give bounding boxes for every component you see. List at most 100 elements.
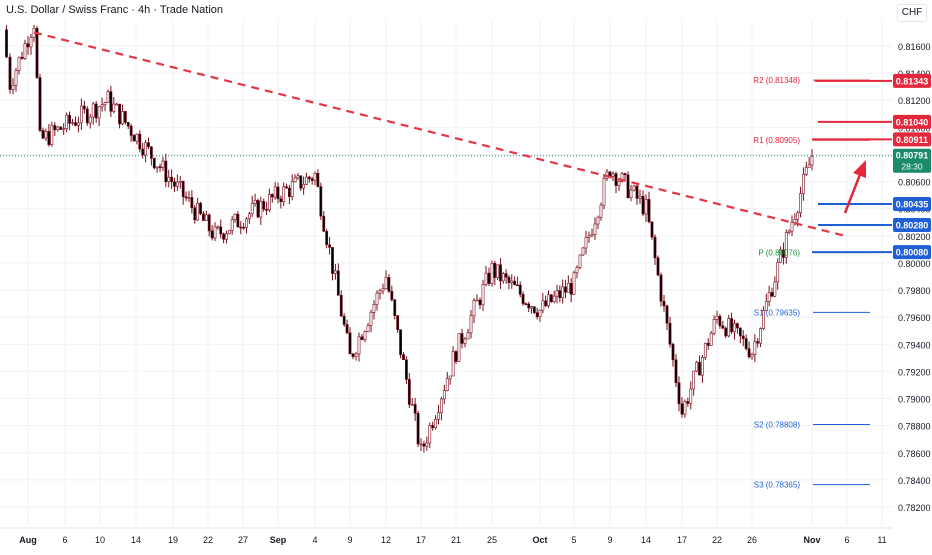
candle [484, 265, 488, 287]
candle [176, 174, 179, 191]
candle [17, 56, 21, 75]
candle [310, 176, 314, 185]
candle [342, 313, 346, 327]
level-tag [893, 114, 931, 129]
candle [549, 294, 553, 303]
candle [782, 242, 785, 265]
candle [366, 322, 370, 333]
x-tick-label: 21 [451, 535, 461, 545]
x-tick-label: 9 [347, 535, 352, 545]
candle [807, 156, 811, 169]
candle [331, 247, 334, 281]
candle [686, 397, 690, 407]
pivot-label: S1 (0.79635) [754, 308, 801, 317]
candle [227, 229, 231, 235]
candle [11, 78, 15, 95]
candle [635, 182, 639, 205]
candle [322, 211, 326, 233]
pivot-label: R2 (0.81348) [753, 76, 800, 85]
candle [216, 225, 220, 230]
candle [561, 279, 565, 304]
candle [599, 202, 603, 221]
candle [674, 354, 678, 388]
candle [213, 222, 217, 242]
candle [564, 279, 567, 299]
x-tick-label: 22 [712, 535, 722, 545]
candle [245, 216, 248, 234]
candle [653, 234, 657, 265]
x-tick-label: Sep [270, 535, 287, 545]
level-tag-label: 0.80080 [896, 248, 929, 258]
candle [210, 224, 214, 241]
candle [683, 399, 687, 418]
candle [287, 184, 291, 205]
candle [656, 255, 660, 277]
x-tick-label: 17 [416, 535, 426, 545]
trendline[interactable] [33, 31, 846, 237]
candle [91, 101, 95, 125]
candle [299, 175, 303, 192]
candle [351, 352, 355, 360]
candle [265, 201, 268, 215]
y-tick-label: 0.80000 [898, 259, 931, 269]
candle [466, 328, 470, 340]
candle [384, 270, 388, 290]
candle [276, 182, 280, 204]
candle [507, 274, 511, 290]
candle [405, 356, 408, 384]
y-tick-label: 0.78800 [898, 422, 931, 432]
candle [472, 298, 476, 323]
candle [629, 184, 633, 202]
candle [804, 161, 808, 177]
x-tick-label: 22 [203, 535, 213, 545]
candle [35, 26, 39, 79]
candle [112, 97, 116, 114]
candle [431, 421, 435, 431]
candle [584, 230, 588, 255]
x-tick-label: 9 [607, 535, 612, 545]
candle [552, 290, 556, 304]
candle [47, 123, 51, 147]
candle [339, 290, 343, 317]
candle [611, 171, 615, 182]
candle [647, 191, 651, 224]
candle [692, 370, 696, 396]
candle [501, 271, 505, 284]
candle [784, 229, 788, 264]
candle [638, 189, 642, 204]
candle [575, 265, 579, 279]
candle [103, 101, 107, 112]
x-tick-label: 19 [168, 535, 178, 545]
candle [357, 332, 361, 362]
candle [756, 338, 760, 348]
candle [535, 307, 539, 320]
candle [230, 215, 234, 235]
x-tick-label: 6 [844, 535, 849, 545]
candle [538, 309, 542, 322]
candle [20, 51, 24, 60]
x-tick-label: 12 [381, 535, 391, 545]
candle [650, 221, 654, 240]
candle [440, 396, 443, 421]
candle [296, 172, 300, 180]
candle [375, 290, 379, 311]
y-tick-label: 0.79000 [898, 395, 931, 405]
candle [747, 341, 751, 359]
candle [614, 171, 618, 194]
candle [313, 171, 317, 186]
candle [422, 440, 426, 453]
currency-button[interactable]: CHF [897, 4, 927, 22]
level-tag [893, 245, 931, 260]
level-tag [893, 73, 931, 88]
candle [253, 193, 257, 207]
candle [632, 184, 636, 192]
candle [437, 404, 440, 425]
level-tag-label: 0.81343 [896, 76, 929, 86]
candle [372, 300, 376, 320]
candle [671, 342, 675, 367]
y-tick-label: 0.79200 [898, 367, 931, 377]
x-tick-label: Oct [532, 535, 547, 545]
candle [268, 188, 271, 213]
candle [721, 320, 725, 330]
